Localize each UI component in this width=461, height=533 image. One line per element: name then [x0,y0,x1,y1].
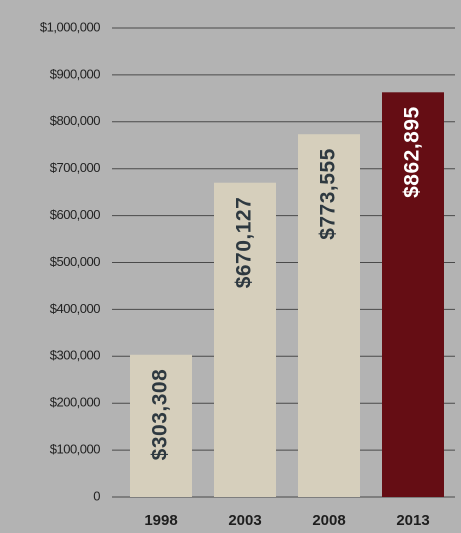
value-label: $862,895 [401,106,424,198]
x-tick-label: 2008 [312,512,345,529]
value-label: $303,308 [149,369,172,461]
x-tick-label: 2003 [228,512,261,529]
x-tick-label: 1998 [144,512,177,529]
y-tick-label: $700,000 [50,160,100,175]
y-tick-label: $900,000 [50,66,100,81]
y-tick-label: $100,000 [50,442,100,457]
y-tick-label: $800,000 [50,113,100,128]
value-label: $670,127 [233,197,256,289]
value-label: $773,555 [317,148,340,240]
y-tick-label: 0 [93,488,100,503]
y-tick-label: $1,000,000 [40,19,100,34]
bar [298,134,360,497]
bar [214,182,276,497]
x-tick-label: 2013 [396,512,429,529]
y-tick-label: $400,000 [50,301,100,316]
bar [382,92,444,497]
y-tick-label: $500,000 [50,254,100,269]
y-tick-label: $600,000 [50,207,100,222]
y-tick-label: $300,000 [50,348,100,363]
bar [130,354,192,497]
y-tick-label: $200,000 [50,395,100,410]
